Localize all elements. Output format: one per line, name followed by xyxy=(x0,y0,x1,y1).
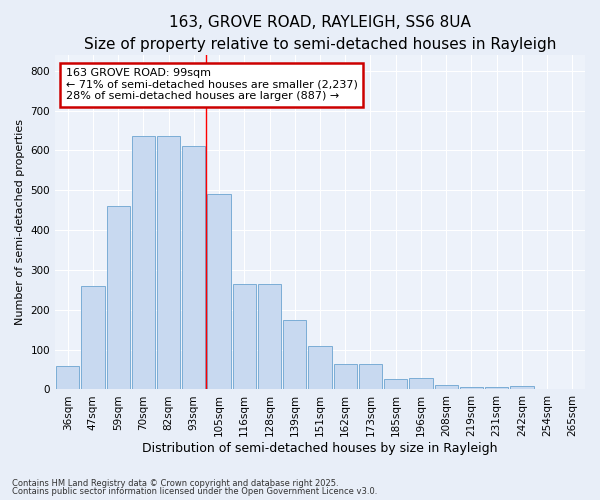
X-axis label: Distribution of semi-detached houses by size in Rayleigh: Distribution of semi-detached houses by … xyxy=(142,442,498,455)
Text: Contains HM Land Registry data © Crown copyright and database right 2025.: Contains HM Land Registry data © Crown c… xyxy=(12,478,338,488)
Bar xyxy=(258,284,281,390)
Bar xyxy=(434,386,458,390)
Bar xyxy=(334,364,357,390)
Bar xyxy=(182,146,205,390)
Bar xyxy=(107,206,130,390)
Bar xyxy=(56,366,79,390)
Bar xyxy=(359,364,382,390)
Bar xyxy=(208,194,230,390)
Bar xyxy=(233,284,256,390)
Bar xyxy=(308,346,332,390)
Bar xyxy=(409,378,433,390)
Text: 163 GROVE ROAD: 99sqm
← 71% of semi-detached houses are smaller (2,237)
28% of s: 163 GROVE ROAD: 99sqm ← 71% of semi-deta… xyxy=(65,68,358,102)
Bar xyxy=(485,388,508,390)
Bar xyxy=(460,388,483,390)
Bar xyxy=(81,286,104,390)
Bar xyxy=(132,136,155,390)
Bar xyxy=(384,380,407,390)
Y-axis label: Number of semi-detached properties: Number of semi-detached properties xyxy=(15,119,25,325)
Title: 163, GROVE ROAD, RAYLEIGH, SS6 8UA
Size of property relative to semi-detached ho: 163, GROVE ROAD, RAYLEIGH, SS6 8UA Size … xyxy=(84,15,556,52)
Bar xyxy=(511,386,533,390)
Bar xyxy=(157,136,180,390)
Bar xyxy=(283,320,307,390)
Text: Contains public sector information licensed under the Open Government Licence v3: Contains public sector information licen… xyxy=(12,487,377,496)
